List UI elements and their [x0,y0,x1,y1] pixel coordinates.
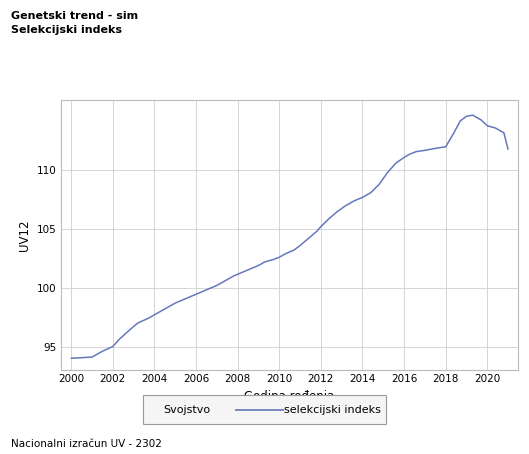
Y-axis label: UV12: UV12 [19,219,31,251]
Text: selekcijski indeks: selekcijski indeks [284,405,381,415]
Text: Svojstvo: Svojstvo [163,405,210,415]
Text: Genetski trend - sim: Genetski trend - sim [11,11,138,21]
Text: Nacionalni izračun UV - 2302: Nacionalni izračun UV - 2302 [11,439,161,449]
X-axis label: Godina rođenja: Godina rođenja [244,390,335,403]
Text: Selekcijski indeks: Selekcijski indeks [11,25,122,35]
